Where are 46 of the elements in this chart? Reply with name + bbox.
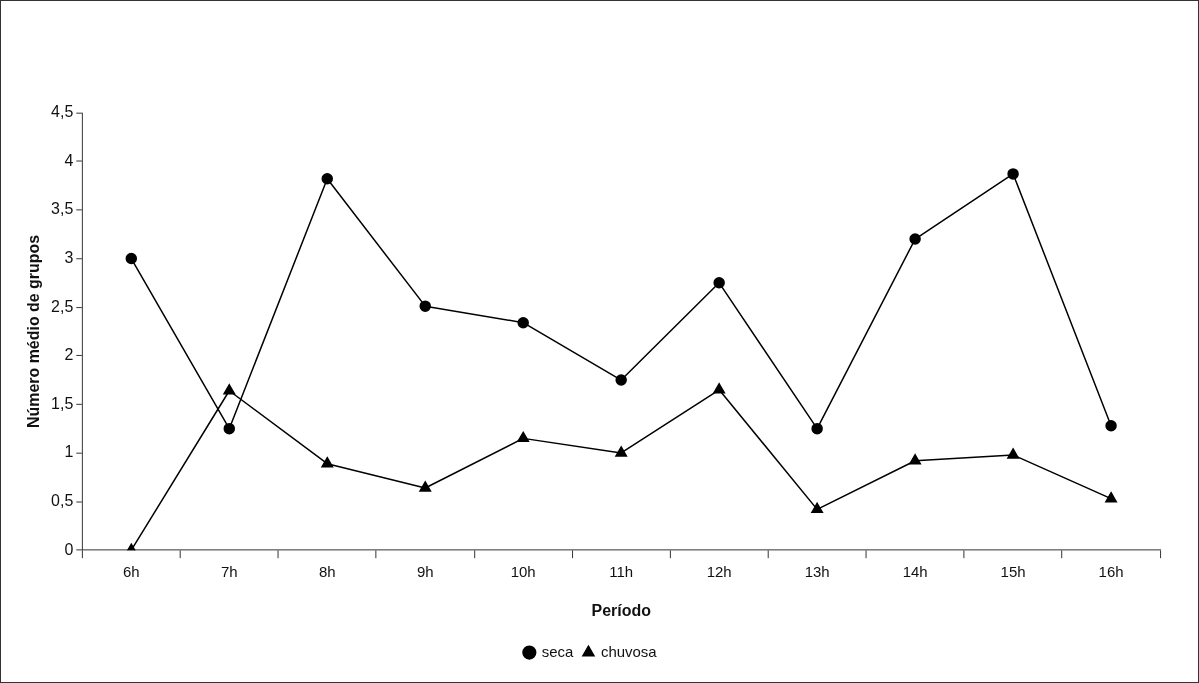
point — [713, 277, 725, 289]
y-tick-label: 3,5 — [51, 200, 74, 218]
point — [811, 502, 824, 514]
point — [419, 481, 432, 492]
x-tick-label: 15h — [1000, 563, 1026, 581]
point — [517, 431, 530, 443]
point — [1105, 491, 1118, 503]
x-tick-label: 11h — [609, 563, 634, 581]
point — [811, 422, 823, 435]
y-tick-label: 0,5 — [51, 491, 74, 509]
y-tick-label: 1,5 — [51, 394, 74, 412]
y-tick-label: 3 — [64, 248, 74, 266]
point — [615, 446, 628, 457]
x-tick-label: 12h — [706, 563, 732, 581]
y-tick-label: 2,5 — [51, 297, 74, 315]
y-tick-label: 2 — [64, 346, 74, 364]
x-tick-label: 16h — [1098, 563, 1124, 581]
x-tick-label: 14h — [902, 563, 928, 581]
point — [125, 252, 138, 265]
point — [1007, 168, 1019, 180]
point — [223, 384, 236, 395]
point — [1007, 448, 1020, 459]
legend-label: chuvosa — [600, 642, 658, 660]
point — [909, 233, 921, 245]
x-tick-label: 7h — [220, 563, 238, 581]
x-axis-title: Período — [591, 602, 652, 619]
point — [615, 374, 627, 386]
y-axis-title: Número médio de grupos — [24, 234, 42, 428]
x-tick-label: 6h — [122, 563, 140, 581]
legend-label: seca — [541, 642, 575, 660]
x-tick-label: 8h — [318, 563, 336, 581]
y-tick-label: 4,5 — [51, 103, 74, 121]
y-tick-label: 4 — [64, 151, 74, 169]
x-tick-label: 13h — [804, 563, 830, 581]
point — [419, 300, 431, 312]
point — [517, 316, 529, 329]
point — [321, 456, 334, 468]
x-tick-label: 9h — [416, 563, 434, 581]
point — [223, 422, 236, 435]
x-tick-label: 10h — [510, 563, 536, 581]
y-tick-label: 1 — [64, 443, 74, 461]
y-tick-label: 0 — [64, 540, 74, 558]
point — [321, 173, 333, 185]
point — [713, 383, 726, 394]
point — [1105, 420, 1117, 432]
point — [909, 454, 922, 465]
